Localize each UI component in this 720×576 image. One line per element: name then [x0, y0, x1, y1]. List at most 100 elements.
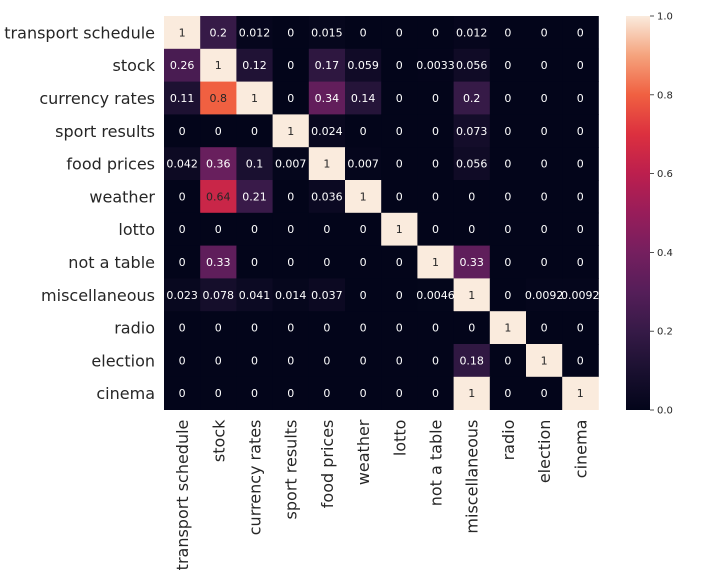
- cell-value-label: 0: [215, 387, 222, 400]
- cell-value-label: 0: [323, 256, 330, 269]
- heatmap-cell: [489, 278, 527, 312]
- cell-value-label: 0: [504, 289, 511, 302]
- heatmap-cell: [236, 180, 273, 214]
- cell-value-label: 0: [504, 26, 511, 39]
- heatmap-cell: [272, 245, 310, 279]
- cell-value-label: 0: [396, 26, 403, 39]
- heatmap-cell: [381, 376, 418, 410]
- heatmap-cell: [489, 114, 527, 148]
- heatmap-cell: [417, 311, 454, 345]
- cell-value-label: 0.1: [246, 158, 264, 171]
- y-tick-label: weather: [89, 187, 155, 206]
- cell-value-label: 0: [396, 125, 403, 138]
- cell-value-label: 0: [396, 322, 403, 335]
- heatmap-cell: [272, 311, 310, 345]
- cell-value-label: 0.2: [463, 92, 481, 105]
- cell-value-label: 0: [287, 92, 294, 105]
- heatmap-cell: [526, 245, 563, 279]
- cell-value-label: 0: [396, 387, 403, 400]
- cell-value-label: 0.33: [206, 256, 231, 269]
- heatmap-cell: [526, 81, 563, 115]
- heatmap-cell: [308, 81, 346, 115]
- heatmap-cell: [489, 245, 527, 279]
- heatmap-cell: [417, 212, 454, 246]
- cell-value-label: 0: [541, 92, 548, 105]
- cell-value-label: 1: [215, 59, 222, 72]
- cell-value-label: 1: [287, 125, 294, 138]
- heatmap-cell: [200, 114, 237, 148]
- cell-value-label: 0: [468, 223, 475, 236]
- heatmap-cell: [562, 48, 599, 82]
- cell-value-label: 0: [179, 322, 186, 335]
- cell-value-label: 0: [215, 354, 222, 367]
- cell-value-label: 1: [577, 387, 584, 400]
- heatmap-cell: [562, 311, 599, 345]
- x-tick-label: miscellaneous: [463, 420, 482, 534]
- heatmap-cell: [345, 278, 382, 312]
- heatmap-cell: [562, 147, 599, 181]
- y-tick-label: miscellaneous: [41, 286, 155, 305]
- heatmap-cell: [489, 311, 527, 345]
- cell-value-label: 0: [360, 256, 367, 269]
- x-tick-label: cinema: [571, 420, 590, 479]
- colorbar: [626, 16, 650, 410]
- cell-value-label: 0: [179, 125, 186, 138]
- heatmap-cell: [417, 16, 454, 50]
- heatmap-cell: [308, 212, 346, 246]
- heatmap-cell: [200, 344, 237, 378]
- cell-value-label: 0.0092: [561, 289, 600, 302]
- heatmap-cell: [562, 114, 599, 148]
- cell-value-label: 0: [432, 387, 439, 400]
- heatmap-cell: [381, 311, 418, 345]
- heatmap-cell: [200, 311, 237, 345]
- cell-value-label: 1: [179, 26, 186, 39]
- y-tick-label: radio: [114, 319, 155, 338]
- heatmap-cell: [164, 16, 201, 50]
- cell-value-label: 0.64: [206, 190, 231, 203]
- heatmap-cell: [453, 311, 491, 345]
- x-tick-label: sport results: [282, 420, 301, 520]
- heatmap-cell: [308, 311, 346, 345]
- cell-value-label: 0.024: [311, 125, 343, 138]
- heatmap-cell: [272, 344, 310, 378]
- cell-value-label: 0: [179, 256, 186, 269]
- cell-value-label: 0: [360, 26, 367, 39]
- heatmap-cell: [272, 376, 310, 410]
- heatmap-cell: [489, 344, 527, 378]
- heatmap-cell: [200, 245, 237, 279]
- cell-value-label: 0: [541, 158, 548, 171]
- y-tick-label: food prices: [66, 155, 155, 174]
- cell-value-label: 0.014: [275, 289, 307, 302]
- cell-value-label: 0: [432, 125, 439, 138]
- heatmap-cell: [526, 48, 563, 82]
- cell-value-label: 0: [577, 256, 584, 269]
- cell-value-label: 0: [577, 158, 584, 171]
- heatmap-cell: [236, 311, 273, 345]
- heatmap-cell: [272, 114, 310, 148]
- heatmap-cell: [345, 212, 382, 246]
- colorbar-ticks: 0.0 0.2 0.4 0.6 0.8 1.0: [650, 12, 673, 417]
- heatmap-cell: [308, 344, 346, 378]
- cell-value-label: 0: [360, 125, 367, 138]
- cell-value-label: 0.023: [166, 289, 198, 302]
- cell-value-label: 0.012: [239, 26, 271, 39]
- heatmap-cell: [236, 245, 273, 279]
- cell-value-label: 0.33: [459, 256, 484, 269]
- heatmap-cell: [164, 114, 201, 148]
- heatmap-cell: [417, 344, 454, 378]
- cell-value-label: 0: [541, 322, 548, 335]
- cell-value-label: 0: [179, 354, 186, 367]
- heatmap-cell: [272, 278, 310, 312]
- heatmap-cell: [417, 114, 454, 148]
- heatmap-cell: [453, 376, 491, 410]
- cell-value-label: 0.007: [275, 158, 307, 171]
- heatmap-cell: [381, 147, 418, 181]
- heatmap-cell: [164, 344, 201, 378]
- heatmap-cell: [453, 81, 491, 115]
- cell-value-label: 0: [179, 223, 186, 236]
- cell-value-label: 0.042: [166, 158, 198, 171]
- cell-value-label: 0: [504, 59, 511, 72]
- cell-value-label: 0: [396, 92, 403, 105]
- cell-value-label: 0: [287, 26, 294, 39]
- heatmap-cell: [417, 245, 454, 279]
